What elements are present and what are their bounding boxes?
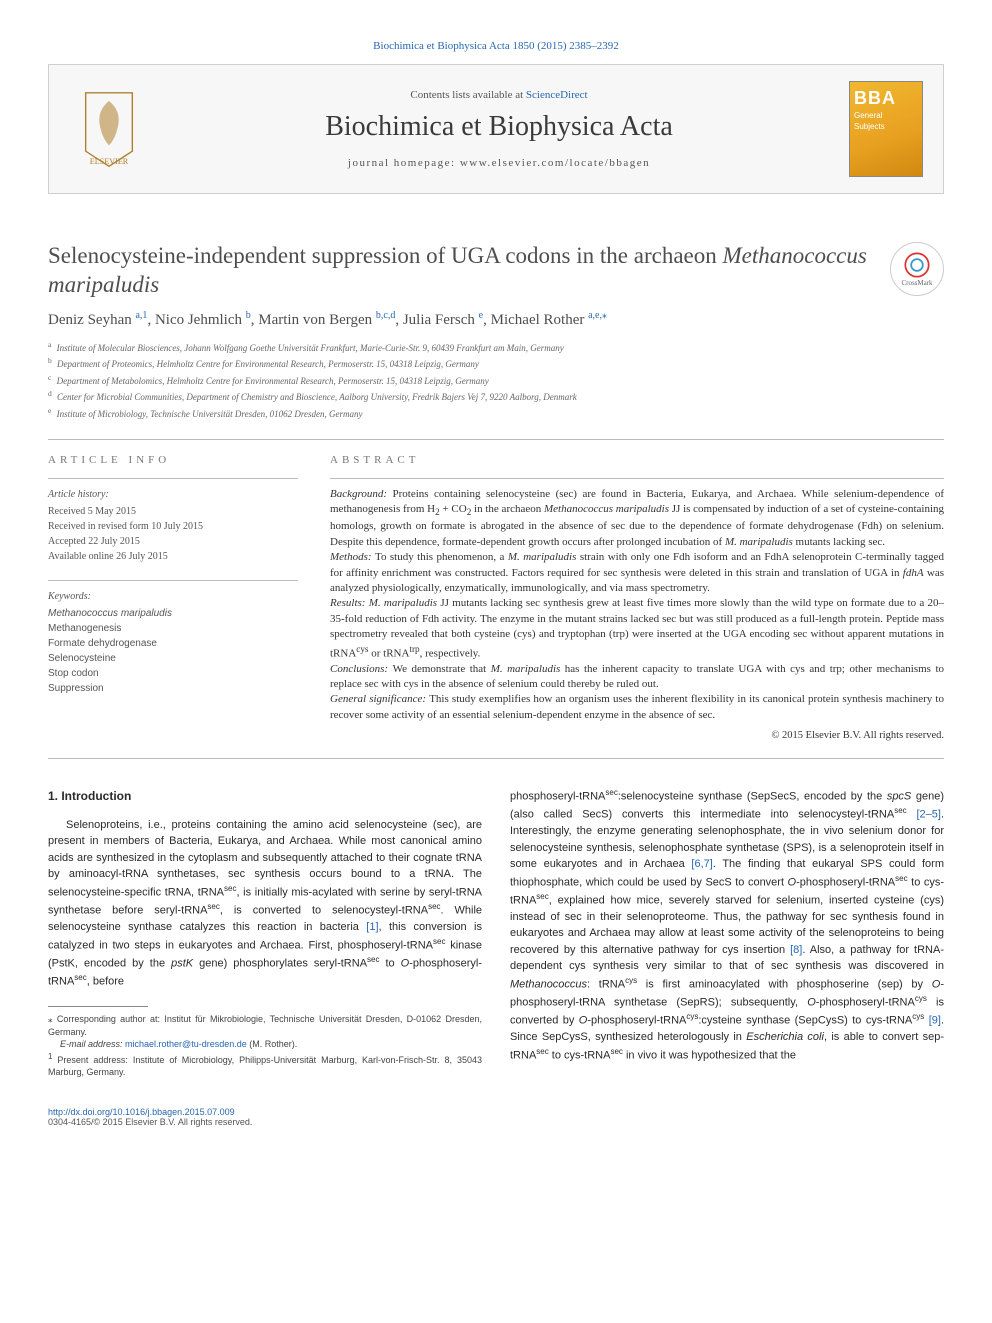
article-title: Selenocysteine-independent suppression o…: [48, 242, 874, 300]
reference-link[interactable]: [1]: [366, 921, 378, 933]
crossmark-icon[interactable]: CrossMark: [890, 242, 944, 296]
journal-header: ELSEVIER Contents lists available at Sci…: [48, 64, 944, 194]
intro-paragraph-1: Selenoproteins, i.e., proteins containin…: [48, 817, 482, 990]
doi-link[interactable]: http://dx.doi.org/10.1016/j.bbagen.2015.…: [48, 1107, 235, 1117]
affiliations-list: a Institute of Molecular Biosciences, Jo…: [48, 339, 944, 422]
introduction-heading: 1. Introduction: [48, 787, 482, 805]
contents-available: Contents lists available at ScienceDirec…: [149, 89, 849, 101]
abstract-heading: abstract: [330, 454, 944, 466]
reference-link[interactable]: [9]: [929, 1015, 941, 1027]
reference-link[interactable]: [6,7]: [691, 858, 712, 870]
article-history: Article history: Received 5 May 2015Rece…: [48, 478, 298, 564]
intro-paragraph-2: phosphoseryl-tRNAsec:selenocysteine synt…: [510, 787, 944, 1064]
copyright-line: © 2015 Elsevier B.V. All rights reserved…: [330, 729, 944, 744]
abstract-body: Background: Proteins containing selenocy…: [330, 478, 944, 744]
journal-name: Biochimica et Biophysica Acta: [149, 111, 849, 143]
elsevier-logo-icon: ELSEVIER: [69, 84, 149, 174]
footnotes: ⁎ Corresponding author at: Institut für …: [48, 1013, 482, 1079]
reference-link[interactable]: [8]: [790, 944, 802, 956]
sciencedirect-link[interactable]: ScienceDirect: [526, 89, 588, 101]
journal-cover-icon: BBA General Subjects: [849, 81, 923, 177]
keywords-block: Keywords: Methanococcus maripaludisMetha…: [48, 580, 298, 696]
body-column-left: 1. Introduction Selenoproteins, i.e., pr…: [48, 787, 482, 1079]
email-link[interactable]: michael.rother@tu-dresden.de: [125, 1039, 247, 1049]
body-column-right: phosphoseryl-tRNAsec:selenocysteine synt…: [510, 787, 944, 1079]
article-info-heading: article info: [48, 454, 298, 466]
journal-homepage: journal homepage: www.elsevier.com/locat…: [149, 157, 849, 169]
reference-link[interactable]: [2–5]: [916, 809, 940, 821]
authors-list: Deniz Seyhan a,1, Nico Jehmlich b, Marti…: [48, 310, 944, 329]
page-footer: http://dx.doi.org/10.1016/j.bbagen.2015.…: [48, 1107, 944, 1127]
svg-text:ELSEVIER: ELSEVIER: [90, 157, 129, 166]
journal-reference: Biochimica et Biophysica Acta 1850 (2015…: [48, 40, 944, 52]
